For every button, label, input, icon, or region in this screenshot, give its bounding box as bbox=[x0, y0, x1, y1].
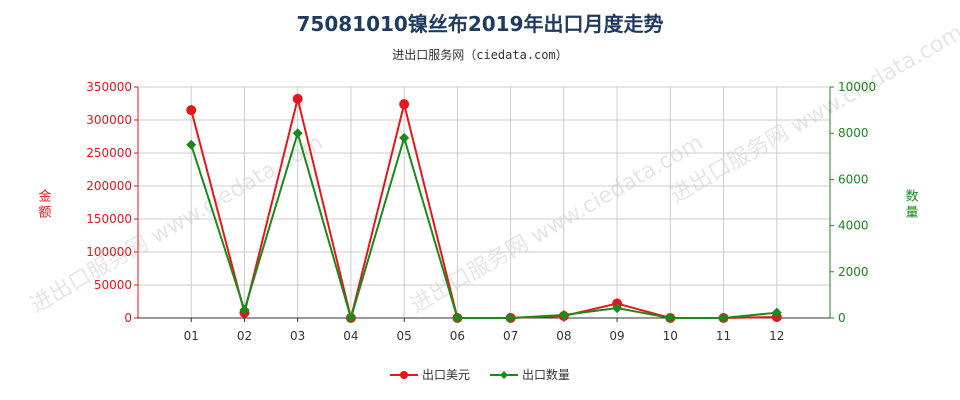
legend-diamond-icon bbox=[490, 370, 518, 379]
series-point-1 bbox=[771, 307, 782, 318]
left-tick-label: 150000 bbox=[86, 212, 132, 226]
x-tick-label: 08 bbox=[556, 329, 571, 343]
series-point-1 bbox=[505, 313, 516, 323]
series-line-1 bbox=[190, 129, 777, 322]
left-tick-label: 300000 bbox=[86, 113, 132, 127]
left-tick-label: 50000 bbox=[94, 278, 132, 292]
series-point-0 bbox=[186, 105, 197, 116]
legend-item-0[interactable]: 出口美元 bbox=[389, 366, 470, 383]
legend-dot-icon bbox=[389, 370, 418, 379]
series-point-1 bbox=[718, 313, 729, 323]
axes: 0500001000001500002000002500003000003500… bbox=[38, 80, 918, 343]
legend-label: 出口美元 bbox=[421, 368, 470, 382]
x-tick-label: 09 bbox=[609, 329, 624, 343]
left-tick-label: 200000 bbox=[86, 179, 132, 193]
x-tick-label: 06 bbox=[450, 329, 465, 343]
x-tick-label: 05 bbox=[397, 329, 412, 343]
right-tick-label: 0 bbox=[838, 311, 846, 325]
right-axis-title: 数量 bbox=[905, 190, 918, 221]
right-tick-label: 6000 bbox=[838, 172, 869, 186]
chart-subtitle: 进出口服务网（ciedata.com） bbox=[392, 48, 568, 62]
x-tick-label: 01 bbox=[184, 329, 199, 343]
left-tick-label: 100000 bbox=[86, 245, 132, 259]
series-point-1 bbox=[186, 139, 197, 150]
series-point-1 bbox=[399, 132, 410, 143]
legend: 出口美元 出口数量 bbox=[0, 366, 960, 384]
left-axis-title: 金额 bbox=[38, 189, 51, 221]
right-tick-label: 2000 bbox=[838, 265, 869, 279]
series-point-0 bbox=[399, 99, 410, 110]
watermark: 进出口服务网 www.ciedata.com 进出口服务网 www.ciedata… bbox=[26, 20, 960, 318]
left-tick-label: 250000 bbox=[86, 146, 132, 160]
right-tick-label: 4000 bbox=[838, 219, 869, 233]
chart-title: 75081010镍丝布2019年出口月度走势 bbox=[296, 12, 664, 36]
x-tick-label: 07 bbox=[503, 329, 518, 343]
legend-label: 出口数量 bbox=[522, 368, 571, 382]
watermark-text: 进出口服务网 www.ciedata.com bbox=[666, 20, 960, 208]
x-tick-label: 10 bbox=[663, 329, 678, 343]
series-point-1 bbox=[239, 304, 250, 315]
x-tick-label: 12 bbox=[769, 329, 784, 343]
x-tick-label: 04 bbox=[343, 329, 358, 343]
series-point-0 bbox=[292, 93, 303, 104]
series bbox=[186, 93, 782, 323]
series-point-1 bbox=[558, 309, 569, 320]
series-point-1 bbox=[612, 303, 623, 314]
series-point-1 bbox=[292, 128, 303, 139]
x-tick-label: 11 bbox=[716, 329, 731, 343]
series-point-1 bbox=[452, 313, 463, 323]
left-tick-label: 0 bbox=[124, 311, 132, 325]
series-point-1 bbox=[345, 313, 356, 323]
right-tick-label: 8000 bbox=[838, 126, 869, 140]
left-tick-label: 350000 bbox=[86, 80, 132, 94]
right-tick-label: 10000 bbox=[838, 80, 876, 94]
x-tick-label: 03 bbox=[290, 329, 305, 343]
grid bbox=[137, 86, 831, 319]
x-tick-label: 02 bbox=[237, 329, 252, 343]
legend-item-1[interactable]: 出口数量 bbox=[490, 366, 570, 383]
series-point-1 bbox=[665, 313, 676, 323]
